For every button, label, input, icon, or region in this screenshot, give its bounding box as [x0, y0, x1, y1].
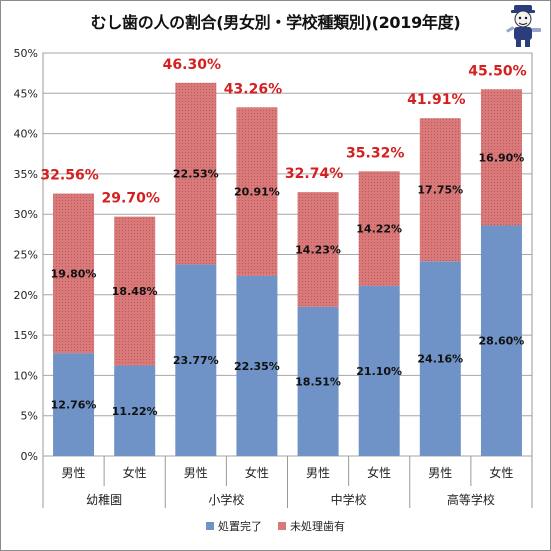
- bar-segment-untreated: [358, 171, 400, 286]
- x-tick-label: 男性: [306, 466, 330, 480]
- bar-segment-treated: [236, 275, 278, 456]
- data-label-total: 41.91%: [407, 92, 465, 108]
- data-label-treated: 18.51%: [295, 375, 341, 388]
- chart-title: むし歯の人の割合(男女別・学校種類別)(2019年度): [90, 13, 461, 32]
- data-label-treated: 12.76%: [51, 399, 97, 412]
- y-tick-label: 40%: [14, 128, 38, 141]
- x-tick-label: 女性: [245, 465, 269, 480]
- bar-segment-untreated: [480, 89, 522, 226]
- bar-segment-untreated: [419, 118, 461, 262]
- mascot-icon: [506, 5, 541, 47]
- x-tick-label: 男性: [428, 466, 452, 480]
- data-label-treated: 23.77%: [173, 354, 219, 367]
- data-label-untreated: 16.90%: [479, 151, 525, 164]
- x-group-label: 中学校: [331, 492, 367, 507]
- bar-segment-treated: [297, 306, 339, 456]
- y-tick-label: 5%: [21, 410, 38, 423]
- data-label-treated: 24.16%: [417, 353, 463, 366]
- x-tick-label: 女性: [367, 465, 391, 480]
- y-tick-label: 30%: [14, 208, 38, 221]
- y-tick-label: 15%: [14, 329, 38, 342]
- y-tick-label: 50%: [14, 47, 38, 60]
- data-label-total: 45.50%: [468, 63, 526, 79]
- y-tick-label: 10%: [14, 369, 38, 382]
- data-label-untreated: 20.91%: [234, 186, 280, 199]
- y-tick-label: 35%: [14, 168, 38, 181]
- legend-label-treated: 処置完了: [218, 520, 262, 533]
- y-tick-label: 20%: [14, 289, 38, 302]
- data-label-total: 35.32%: [346, 145, 404, 161]
- legend-swatch-treated: [206, 522, 214, 530]
- data-label-treated: 11.22%: [112, 405, 158, 418]
- data-label-total: 29.70%: [102, 191, 160, 207]
- data-label-untreated: 14.22%: [356, 223, 402, 236]
- data-label-untreated: 14.23%: [295, 243, 341, 256]
- bar-segment-untreated: [175, 82, 217, 265]
- x-group-label: 小学校: [208, 492, 244, 507]
- y-tick-label: 25%: [14, 249, 38, 262]
- bar-segment-treated: [53, 353, 95, 456]
- data-label-treated: 28.60%: [479, 335, 525, 348]
- legend: 処置完了 未処理歯有: [1, 518, 550, 534]
- bar-segment-treated: [175, 264, 217, 456]
- bar-segment-untreated: [236, 107, 278, 276]
- data-label-total: 43.26%: [224, 81, 282, 97]
- y-axis-ticks: 0% 5% 10% 15% 20% 25% 30% 35% 40% 45% 50%: [14, 47, 38, 463]
- data-label-untreated: 19.80%: [51, 267, 97, 280]
- x-tick-label: 男性: [184, 466, 208, 480]
- data-label-total: 32.74%: [285, 166, 343, 182]
- x-group-label: 幼稚園: [86, 493, 122, 507]
- data-label-treated: 22.35%: [234, 360, 280, 373]
- data-label-untreated: 17.75%: [417, 184, 463, 197]
- data-label-total: 32.56%: [40, 168, 98, 184]
- legend-swatch-untreated: [278, 522, 286, 530]
- data-label-total: 46.30%: [163, 57, 221, 73]
- bar-segment-untreated: [53, 193, 95, 354]
- legend-item-untreated: 未処理歯有: [278, 518, 345, 534]
- data-label-treated: 21.10%: [356, 365, 402, 378]
- legend-item-treated: 処置完了: [206, 518, 262, 534]
- bar-segment-treated: [358, 285, 400, 456]
- y-tick-label: 45%: [14, 87, 38, 100]
- data-labels: 12.76% 19.80% 32.56% 11.22% 18.48% 29.70% 23.7…: [40, 57, 526, 418]
- data-label-untreated: 22.53%: [173, 168, 219, 181]
- bar-segment-treated: [114, 365, 156, 456]
- y-tick-label: 0%: [21, 450, 38, 463]
- x-tick-label: 男性: [62, 466, 86, 480]
- x-group-label: 高等学校: [447, 492, 495, 507]
- x-tick-label: 女性: [123, 465, 147, 480]
- legend-label-untreated: 未処理歯有: [290, 520, 345, 533]
- bars: [53, 82, 522, 456]
- bar-segment-treated: [480, 225, 522, 456]
- x-tick-label: 女性: [489, 465, 513, 480]
- data-label-untreated: 18.48%: [112, 285, 158, 298]
- bar-segment-untreated: [297, 192, 339, 307]
- bar-segment-treated: [419, 261, 461, 456]
- bar-segment-untreated: [114, 216, 156, 366]
